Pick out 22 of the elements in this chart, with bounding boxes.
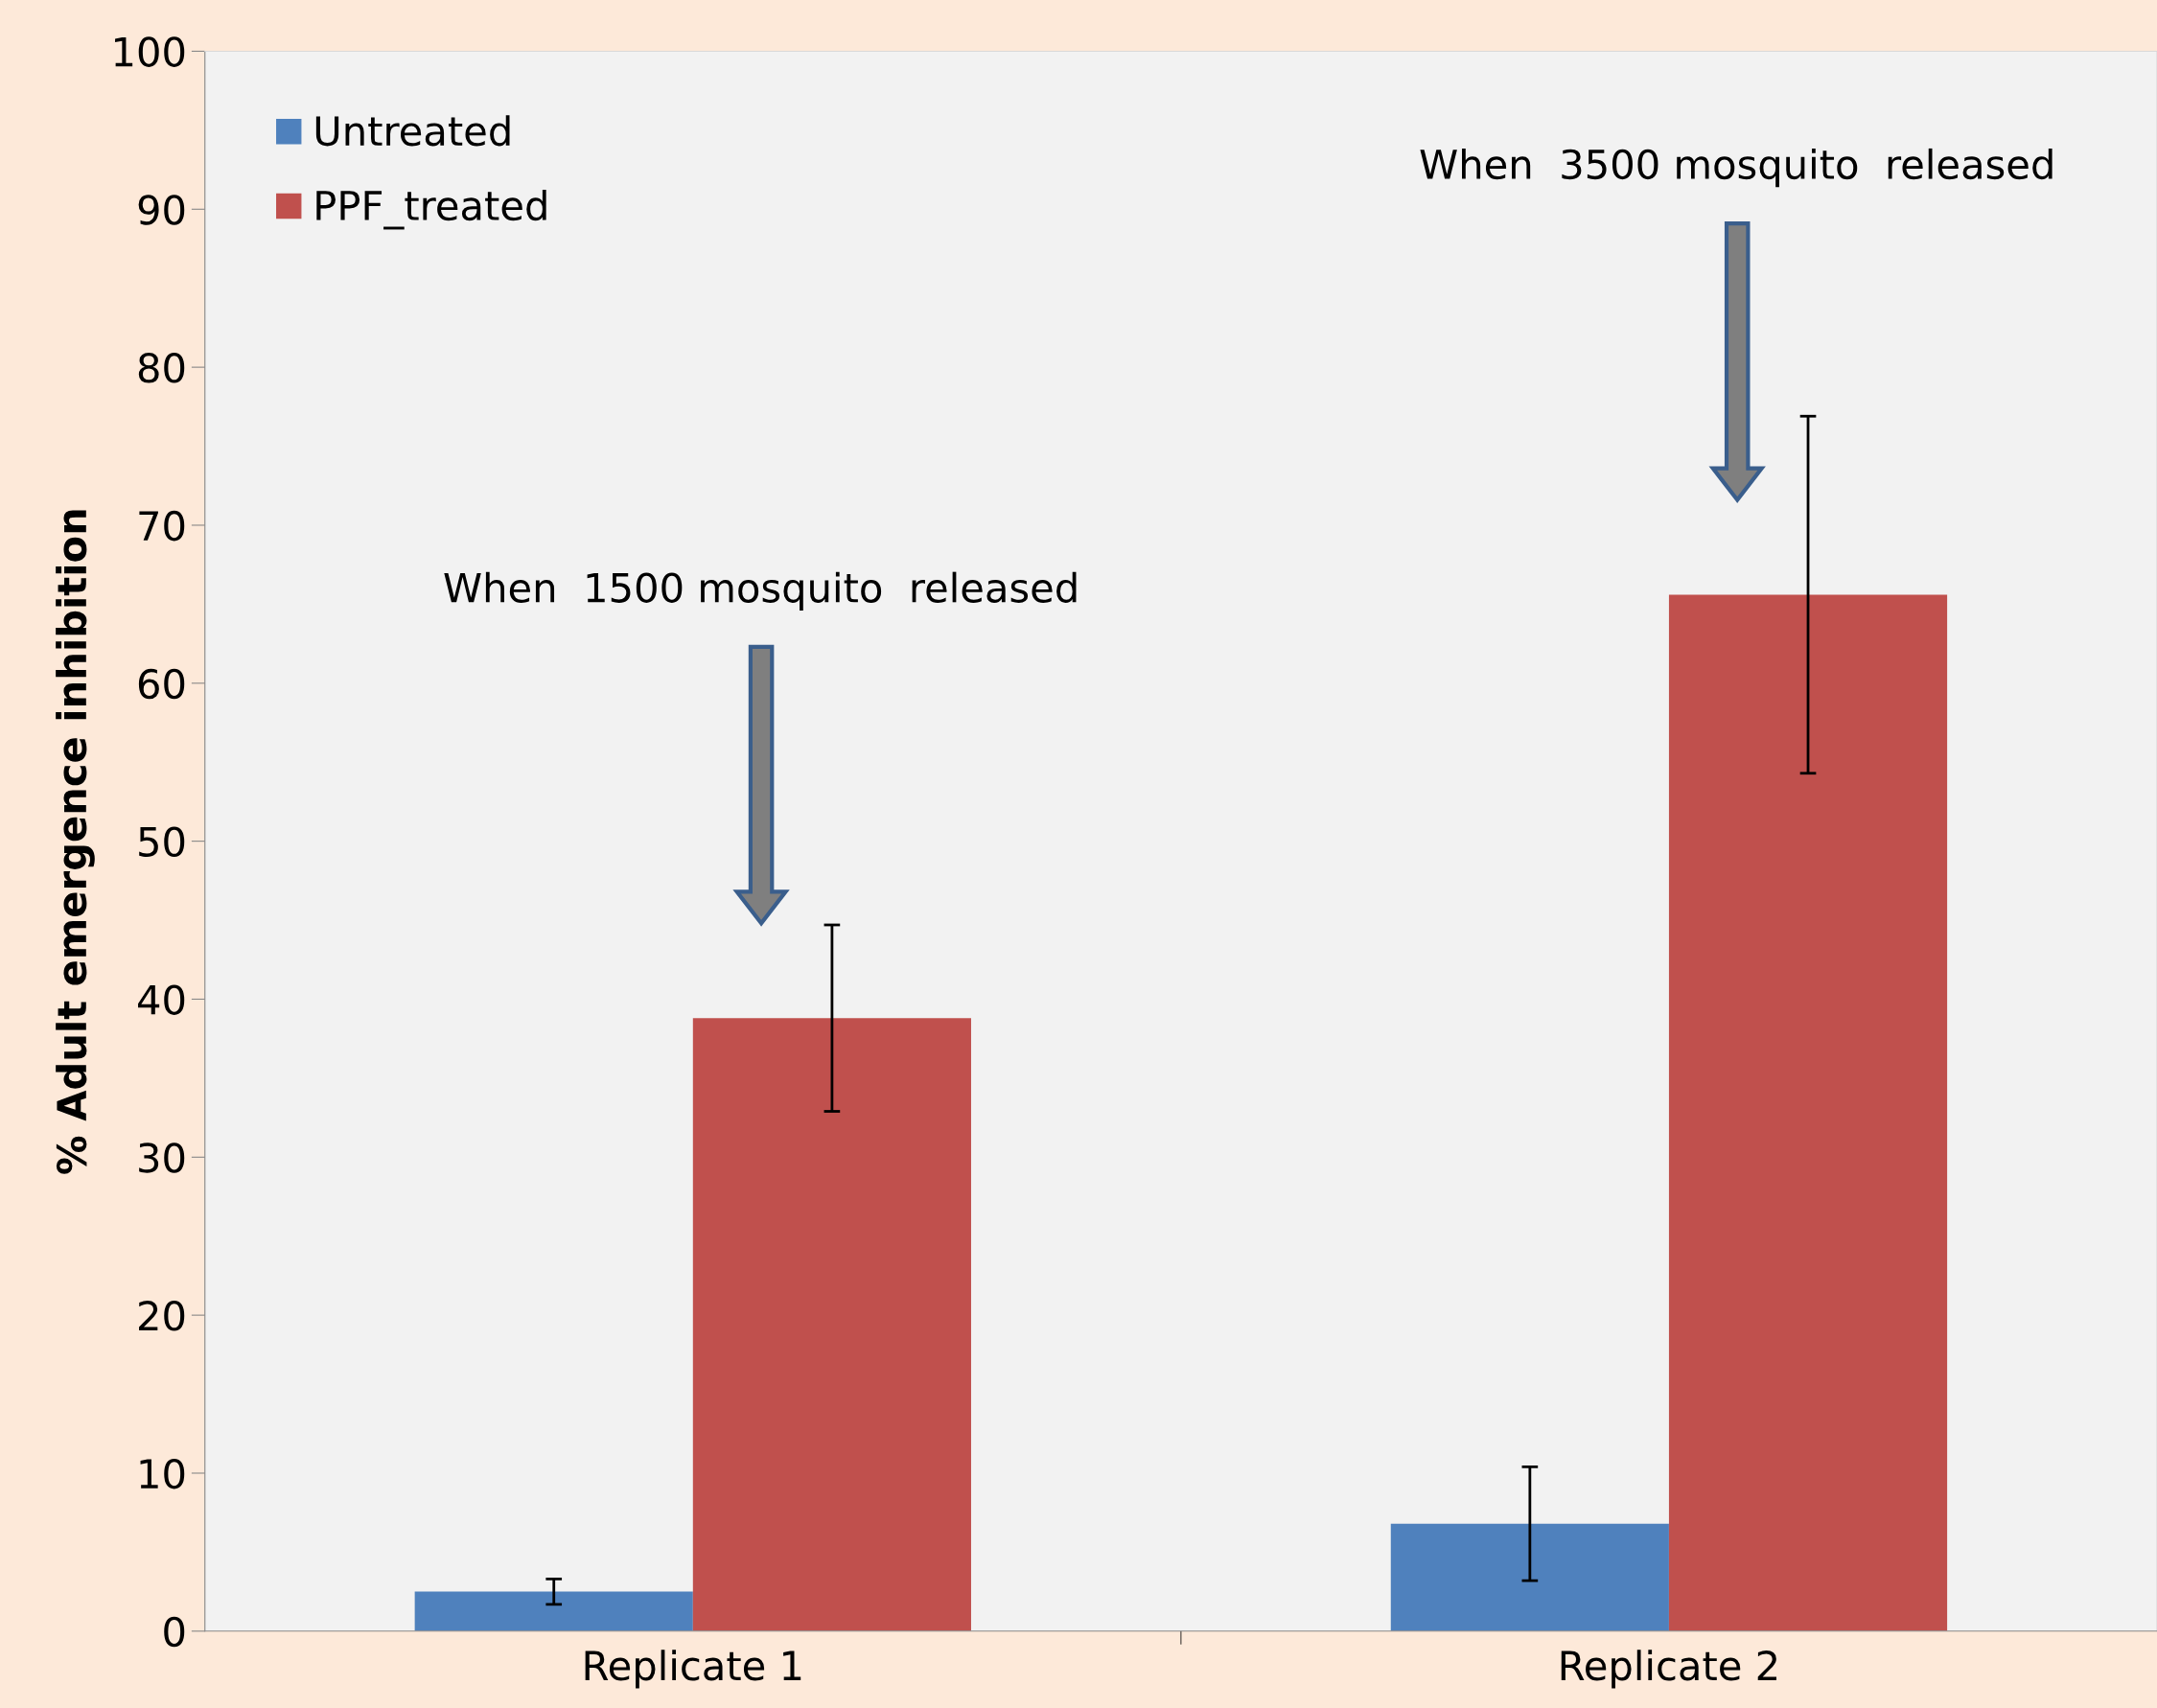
y-tick-label: 50	[139, 826, 185, 858]
y-tick-label: 30	[139, 1143, 185, 1173]
legend-label: PPF_treated	[316, 189, 546, 230]
bar	[414, 1591, 693, 1631]
y-tick-label: 80	[138, 353, 185, 383]
y-tick-label: 90	[138, 195, 185, 225]
y-tick-label: 60	[138, 668, 185, 700]
bar	[1668, 594, 1948, 1631]
annotation: When 3500 mosquito released	[1420, 148, 2053, 188]
y-tick-label: 20	[139, 1301, 185, 1331]
x-tick-label: Replicate 1	[585, 1650, 801, 1689]
y-tick-label: 40	[138, 984, 185, 1015]
legend-label: Untreated	[315, 115, 510, 147]
y-tick-label: 10	[140, 1458, 185, 1489]
bar	[1390, 1523, 1669, 1631]
bar	[692, 1018, 971, 1631]
y-tick-label: 100	[115, 36, 185, 67]
x-tick-label: Replicate 2	[1561, 1650, 1776, 1689]
y-tick-label: 0	[164, 1616, 185, 1648]
y-axis-title: % Adult emergence inhibition	[56, 510, 95, 1174]
y-tick-label: 70	[139, 510, 185, 542]
annotation: When 1500 mosquito released	[444, 571, 1077, 611]
